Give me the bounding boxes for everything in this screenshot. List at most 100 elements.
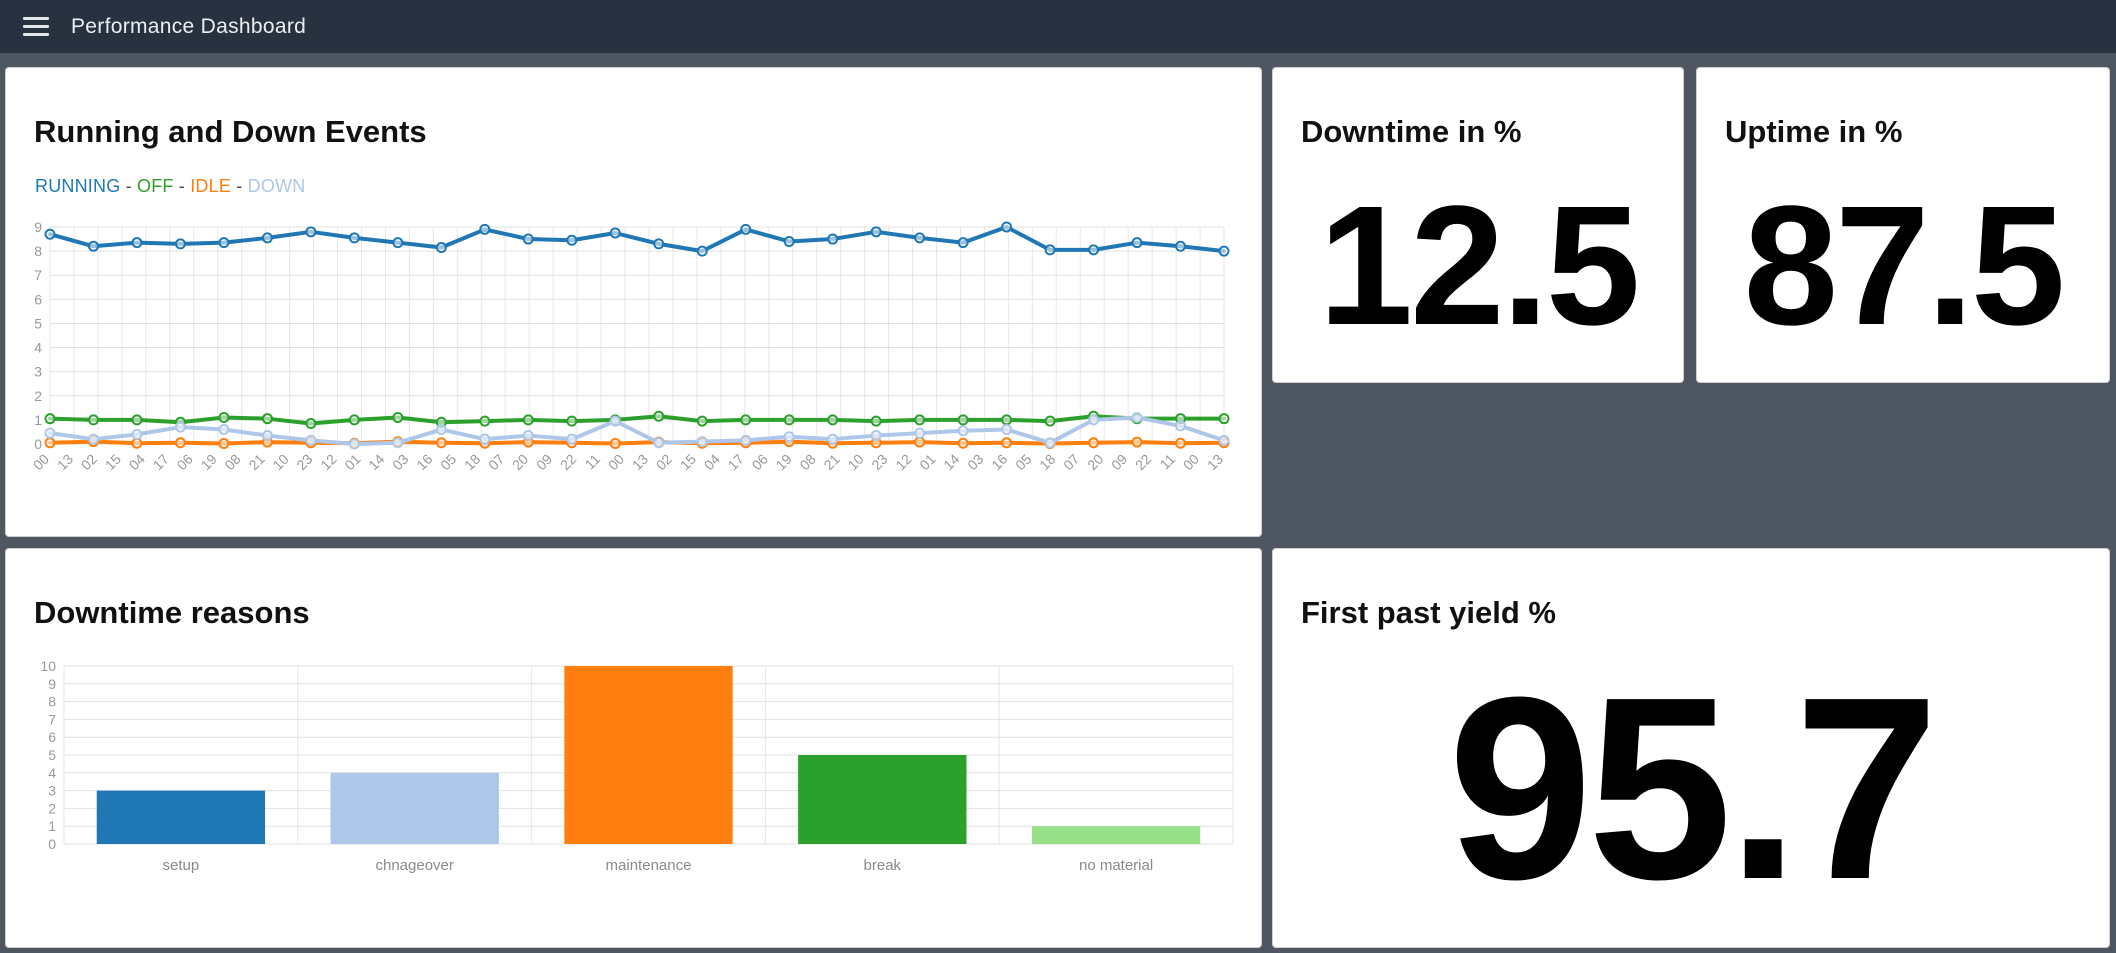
bar-maintenance <box>564 665 733 844</box>
card-title: Running and Down Events <box>34 114 427 149</box>
y-axis-labels: 0 1 2 3 45 6 7 8 910 <box>40 658 56 852</box>
svg-text:10: 10 <box>844 450 866 472</box>
markers-running <box>44 221 1230 257</box>
svg-text:16: 16 <box>988 450 1010 472</box>
svg-text:04: 04 <box>701 450 723 472</box>
bar-break <box>798 754 967 844</box>
svg-text:13: 13 <box>629 450 651 472</box>
bar-no-material <box>1031 825 1201 844</box>
card-title: Uptime in % <box>1725 114 1903 149</box>
y-axis-labels: 0 1 2 3 4 5 6 7 8 9 <box>34 219 42 452</box>
svg-text:3: 3 <box>48 782 56 798</box>
svg-text:14: 14 <box>365 450 387 472</box>
x-axis-labels: setup chnageover maintenance break no materi… <box>163 857 1154 874</box>
svg-text:23: 23 <box>868 450 890 472</box>
svg-text:03: 03 <box>389 450 411 472</box>
svg-text:setup: setup <box>163 857 200 874</box>
downtime-pct-value: 12.5 <box>1318 170 1641 361</box>
svg-text:maintenance: maintenance <box>606 857 692 874</box>
svg-text:12: 12 <box>317 450 339 472</box>
svg-text:01: 01 <box>341 450 363 472</box>
card-running-events: Running and Down Events RUNNING - OFF - … <box>5 67 1262 537</box>
svg-text:0: 0 <box>48 836 56 852</box>
topbar: Performance Dashboard <box>0 0 2116 53</box>
svg-text:12: 12 <box>892 450 914 472</box>
svg-text:2: 2 <box>48 800 56 816</box>
svg-text:22: 22 <box>557 450 579 472</box>
svg-text:05: 05 <box>437 450 459 472</box>
x-axis-labels: 00 13 02 15 04 17 06 19 08 21 10 23 12 01 14 03 16 05 18 07… <box>30 450 1226 472</box>
svg-text:10: 10 <box>40 658 56 674</box>
bar-chnageover <box>330 772 499 844</box>
svg-text:1: 1 <box>34 412 42 428</box>
chart-legend: RUNNING - OFF - IDLE - DOWN <box>6 150 1261 197</box>
legend-item-idle: IDLE <box>190 175 232 196</box>
svg-text:8: 8 <box>34 243 42 259</box>
svg-text:17: 17 <box>150 450 172 472</box>
svg-text:3: 3 <box>34 363 42 379</box>
svg-text:10: 10 <box>269 450 291 472</box>
legend-item-off: OFF <box>137 175 174 196</box>
card-downtime-reasons: Downtime reasons 0 1 2 3 4 5 6 7 8 9 10 setup chnage… <box>5 548 1262 948</box>
downtime-reasons-bar-chart: 0 1 2 3 4 5 6 7 8 9 10 setup chnageover maintenance br… <box>6 631 1261 910</box>
svg-text:6: 6 <box>48 729 56 745</box>
card-title: First past yield % <box>1301 595 1556 630</box>
svg-text:13: 13 <box>1204 450 1226 472</box>
y-gridlines <box>50 226 1224 445</box>
line-series-idle <box>48 439 1226 446</box>
page-title: Performance Dashboard <box>71 14 307 38</box>
svg-text:21: 21 <box>245 450 267 472</box>
legend-separator: - <box>120 175 138 196</box>
svg-text:20: 20 <box>509 450 531 472</box>
uptime-pct-value: 87.5 <box>1743 170 2066 361</box>
svg-text:7: 7 <box>34 267 42 283</box>
svg-text:8: 8 <box>48 693 56 709</box>
svg-text:19: 19 <box>773 450 795 472</box>
line-series-down <box>48 415 1226 446</box>
svg-text:18: 18 <box>461 450 483 472</box>
svg-text:18: 18 <box>1036 450 1058 472</box>
svg-text:19: 19 <box>198 450 220 472</box>
legend-item-down: DOWN <box>247 175 306 196</box>
svg-text:09: 09 <box>1108 450 1130 472</box>
svg-text:11: 11 <box>582 450 604 472</box>
svg-text:06: 06 <box>749 450 771 472</box>
svg-text:06: 06 <box>174 450 196 472</box>
svg-text:9: 9 <box>34 219 42 235</box>
svg-text:07: 07 <box>485 450 507 472</box>
svg-text:15: 15 <box>677 450 699 472</box>
svg-text:6: 6 <box>34 291 42 307</box>
svg-text:break: break <box>864 857 902 874</box>
svg-text:chnageover: chnageover <box>375 857 453 874</box>
bars <box>96 665 1201 844</box>
markers-down <box>44 411 1230 450</box>
svg-text:20: 20 <box>1084 450 1106 472</box>
legend-separator: - <box>231 175 248 196</box>
svg-text:09: 09 <box>533 450 555 472</box>
hamburger-menu-icon[interactable] <box>23 17 49 36</box>
svg-text:13: 13 <box>54 450 76 472</box>
svg-text:2: 2 <box>34 387 42 403</box>
svg-text:00: 00 <box>605 450 627 472</box>
card-title: Downtime in % <box>1301 114 1522 149</box>
svg-text:17: 17 <box>725 450 747 472</box>
svg-text:02: 02 <box>653 450 675 472</box>
svg-text:no material: no material <box>1079 857 1153 874</box>
svg-text:9: 9 <box>48 675 56 691</box>
svg-text:11: 11 <box>1157 450 1179 472</box>
svg-text:08: 08 <box>796 450 818 472</box>
svg-text:5: 5 <box>48 747 56 763</box>
svg-text:0: 0 <box>34 436 42 452</box>
first-pass-yield-value: 95.7 <box>1447 643 1939 934</box>
card-first-pass-yield: First past yield % 95.7 <box>1272 548 2110 948</box>
svg-text:15: 15 <box>102 450 124 472</box>
svg-text:07: 07 <box>1060 450 1082 472</box>
svg-text:04: 04 <box>126 450 148 472</box>
card-title: Downtime reasons <box>34 595 310 630</box>
svg-text:22: 22 <box>1132 450 1154 472</box>
svg-text:16: 16 <box>413 450 435 472</box>
svg-text:05: 05 <box>1012 450 1034 472</box>
running-events-line-chart: 0 1 2 3 4 5 6 7 8 9 00 13 02 15 04 17 06 19 08 21 10 23 12 01 14… <box>6 197 1261 506</box>
markers-off <box>44 410 1230 429</box>
x-gridlines <box>49 226 1225 444</box>
